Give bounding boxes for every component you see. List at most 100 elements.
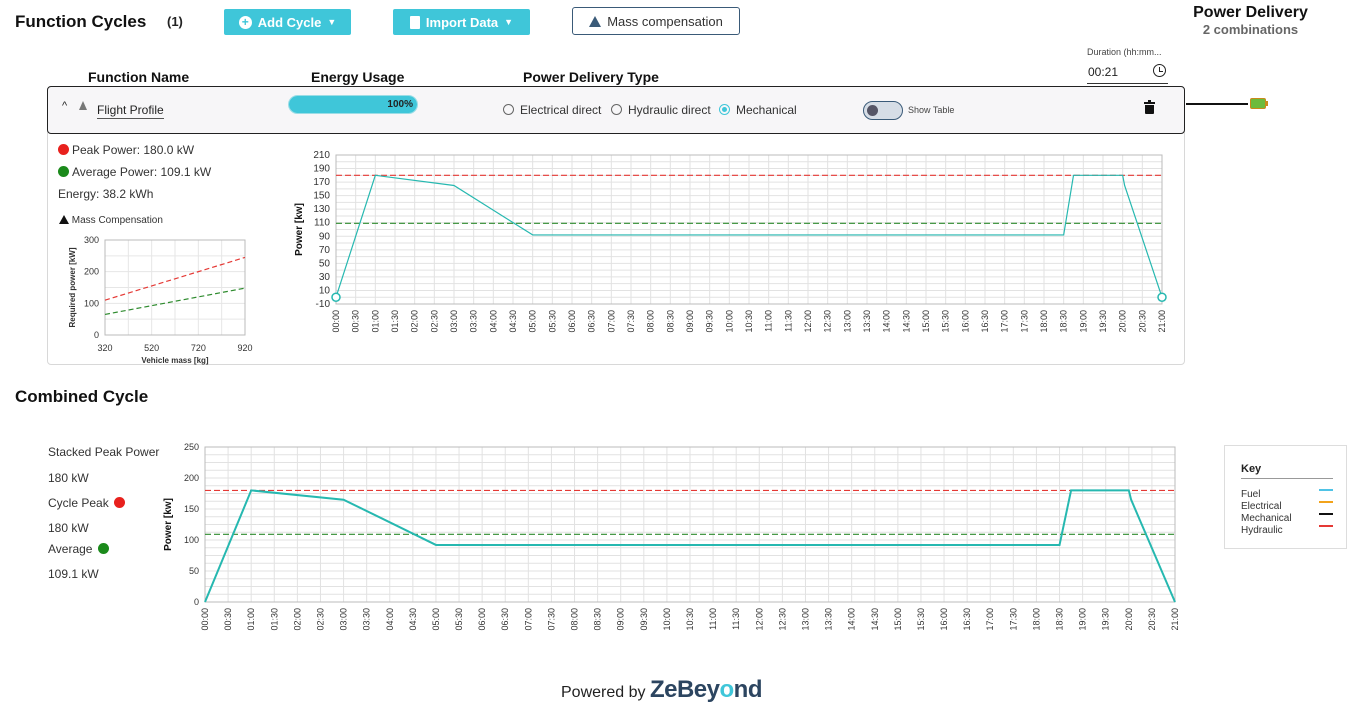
x-tick-label: 04:30 xyxy=(408,608,418,631)
x-tick-label: 18:00 xyxy=(1039,310,1049,333)
legend-swatch xyxy=(1319,525,1333,527)
x-tick-label: 05:30 xyxy=(547,310,557,333)
connector-line xyxy=(1186,103,1248,105)
y-tick-label: 90 xyxy=(319,231,331,242)
cycle-peak-label: Cycle Peak xyxy=(48,496,128,510)
cycle-peak-text: Cycle Peak xyxy=(48,496,109,510)
x-tick-label: 10:30 xyxy=(744,310,754,333)
plot-frame xyxy=(104,239,246,336)
y-tick-label: 200 xyxy=(184,473,199,483)
radio-mechanical-label: Mechanical xyxy=(736,103,797,117)
x-tick-label: 07:30 xyxy=(546,608,556,631)
x-tick-label: 17:00 xyxy=(1000,310,1010,333)
x-tick-label: 09:30 xyxy=(639,608,649,631)
average-label: Average xyxy=(48,542,112,556)
x-tick-label: 06:30 xyxy=(587,310,597,333)
x-tick-label: 10:30 xyxy=(685,608,695,631)
average-power-text: Average Power: 109.1 kW xyxy=(72,165,212,179)
legend-item: Electrical xyxy=(1241,496,1333,512)
import-data-button[interactable]: Import Data ▼ xyxy=(393,9,530,35)
y-tick-label: 100 xyxy=(84,298,99,308)
combined-cycle-title: Combined Cycle xyxy=(15,387,149,406)
duration-label: Duration (hh:mm... xyxy=(1087,47,1162,57)
y-tick-label: 0 xyxy=(94,330,99,340)
end-point-handle xyxy=(1157,292,1167,302)
trash-icon[interactable] xyxy=(1144,100,1155,114)
green-dot-icon xyxy=(97,543,109,554)
x-tick-label: 12:00 xyxy=(803,310,813,333)
mass-compensation-button[interactable]: Mass compensation xyxy=(572,7,740,35)
energy-stat: Energy: 38.2 kWh xyxy=(58,187,154,201)
x-tick-label: 13:00 xyxy=(800,608,810,631)
average-power-stat: Average Power: 109.1 kW xyxy=(58,165,211,179)
x-tick-label: 320 xyxy=(97,343,112,353)
clock-icon[interactable] xyxy=(1153,64,1166,77)
x-tick-label: 15:30 xyxy=(916,608,926,631)
x-tick-label: 00:00 xyxy=(331,310,341,333)
radio-icon xyxy=(503,104,514,115)
legend-item-label: Fuel xyxy=(1241,489,1261,500)
cycle-row: ^ Flight Profile 100% Electrical direct … xyxy=(47,86,1185,134)
battery-icon[interactable] xyxy=(1250,96,1268,110)
x-tick-label: 14:00 xyxy=(882,310,892,333)
legend-swatch xyxy=(1319,513,1333,515)
x-tick-label: 19:30 xyxy=(1098,310,1108,333)
cycle-name[interactable]: Flight Profile xyxy=(97,103,164,119)
page-title: Function Cycles xyxy=(15,12,147,31)
duration-field[interactable]: 00:21 xyxy=(1087,62,1168,84)
x-tick-label: 03:30 xyxy=(469,310,479,333)
radio-electrical-direct[interactable]: Electrical direct xyxy=(503,103,601,117)
legend-item-label: Mechanical xyxy=(1241,513,1292,524)
mass-comp-label: Mass Compensation xyxy=(59,215,163,226)
x-tick-label: 07:30 xyxy=(626,310,636,333)
y-tick-label: 30 xyxy=(319,272,331,283)
duration-value: 00:21 xyxy=(1088,65,1119,79)
legend-title: Key xyxy=(1241,463,1262,475)
mass-compensation-chart: 0 100 200 300 320 520 720 920 Vehicle mass [kg] R… xyxy=(68,235,253,365)
x-tick-label: 03:00 xyxy=(339,608,349,631)
radio-mechanical[interactable]: Mechanical xyxy=(719,103,797,117)
stacked-peak-label: Stacked Peak Power xyxy=(48,445,160,459)
x-tick-label: 920 xyxy=(237,343,252,353)
x-tick-label: 14:00 xyxy=(847,608,857,631)
x-tick-label: 02:30 xyxy=(315,608,325,631)
x-tick-label: 01:30 xyxy=(269,608,279,631)
x-tick-label: 12:30 xyxy=(823,310,833,333)
powered-by-text: Powered by xyxy=(561,684,646,701)
x-tick-label: 08:00 xyxy=(570,608,580,631)
stacked-peak-value: 180 kW xyxy=(48,471,89,485)
y-axis-label: Required power [kW] xyxy=(68,247,77,327)
import-data-label: Import Data xyxy=(425,14,499,30)
x-tick-label: 09:30 xyxy=(705,310,715,333)
legend-key: Key Fuel Electrical Mechanical Hydraulic xyxy=(1224,445,1347,549)
x-tick-label: 05:00 xyxy=(528,310,538,333)
x-tick-label: 20:30 xyxy=(1147,608,1157,631)
add-cycle-button[interactable]: + Add Cycle ▼ xyxy=(224,9,351,35)
power-delivery-subtitle: 2 combinations xyxy=(1202,22,1299,37)
column-energy-usage: Energy Usage xyxy=(311,69,405,85)
logo-part-c: nd xyxy=(733,676,763,703)
x-tick-label: 18:00 xyxy=(1031,608,1041,631)
x-tick-label: 15:00 xyxy=(893,608,903,631)
chevron-up-icon[interactable]: ^ xyxy=(62,100,68,112)
toggle-knob xyxy=(867,105,878,116)
plot-frame xyxy=(335,154,1163,305)
legend-item-label: Electrical xyxy=(1241,501,1282,512)
legend-item: Hydraulic xyxy=(1241,520,1333,536)
file-icon xyxy=(409,15,420,29)
x-tick-label: 15:30 xyxy=(941,310,951,333)
x-tick-label: 15:00 xyxy=(921,310,931,333)
x-tick-label: 06:30 xyxy=(500,608,510,631)
x-tick-label: 14:30 xyxy=(870,608,880,631)
x-tick-label: 720 xyxy=(191,343,206,353)
x-tick-label: 17:00 xyxy=(985,608,995,631)
x-tick-label: 05:30 xyxy=(454,608,464,631)
weight-icon xyxy=(59,215,69,224)
y-tick-label: 250 xyxy=(184,442,199,452)
x-tick-label: 04:30 xyxy=(508,310,518,333)
x-tick-label: 10:00 xyxy=(724,310,734,333)
x-axis-label: Vehicle mass [kg] xyxy=(141,356,208,365)
x-tick-label: 01:00 xyxy=(370,310,380,333)
show-table-toggle[interactable] xyxy=(863,101,903,120)
radio-hydraulic-direct[interactable]: Hydraulic direct xyxy=(611,103,711,117)
